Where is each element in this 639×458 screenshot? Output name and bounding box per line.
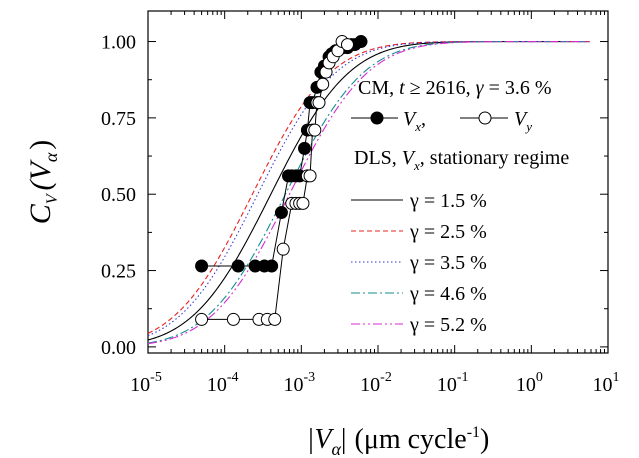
marker-point-vx: [231, 259, 245, 273]
marker-point-vy: [316, 77, 330, 91]
x-tick-label: 101: [593, 370, 620, 396]
legend-vx-marker: [370, 111, 384, 125]
x-tick-label: 10-3: [283, 370, 315, 396]
y-axis-ticks: [148, 41, 608, 348]
legend-header-dls: DLS, Vx, stationary regime: [354, 147, 569, 173]
model-curve: [147, 40, 590, 345]
marker-point-vx: [298, 141, 312, 155]
y-tick-label: 0.00: [101, 337, 136, 359]
x-tick-labels: 10-5 10-4 10-3 10-2 10-1 100 101: [130, 370, 619, 396]
legend-series: γ = 1.5 % γ = 2.5 % γ = 3.5 % γ = 4.6 % γ = …: [351, 190, 487, 336]
legend-vy-marker: [478, 111, 492, 125]
legend-markers-row: Vx, Vy: [351, 108, 532, 134]
x-tick-label: 10-5: [130, 370, 162, 396]
x-tick-label: 100: [516, 370, 543, 396]
legend-series-label: γ = 2.5 %: [409, 221, 487, 243]
marker-point-vy: [276, 242, 290, 256]
legend-vx-label: Vx,: [403, 108, 426, 134]
marker-point-vy: [195, 312, 209, 326]
marker-point-vy: [312, 96, 326, 110]
legend: CM, t ≥ 2616, γ = 3.6 % Vx, Vy DLS, Vx, …: [351, 77, 569, 336]
marker-point-vx: [265, 259, 279, 273]
marker-connector-vx: [201, 41, 362, 267]
y-tick-label: 1.00: [101, 32, 136, 54]
marker-point-vy: [303, 169, 317, 183]
legend-series-label: γ = 3.5 %: [409, 252, 487, 274]
marker-point-vy: [296, 196, 310, 210]
plot-area: [147, 10, 609, 354]
x-tick-label: 10-1: [437, 370, 469, 396]
marker-connectors: [201, 40, 362, 320]
y-tick-labels: 0.00 0.25 0.50 0.75 1.00: [101, 32, 136, 359]
marker-points: [195, 35, 368, 326]
marker-point-vx: [354, 35, 368, 49]
plot-frame: [147, 10, 609, 354]
marker-point-vy: [308, 123, 322, 137]
marker-point-vx: [195, 259, 209, 273]
legend-header-cm: CM, t ≥ 2616, γ = 3.6 %: [358, 77, 552, 99]
y-tick-label: 0.75: [101, 108, 136, 130]
model-curve: [147, 40, 590, 344]
legend-series-label: γ = 1.5 %: [409, 190, 487, 212]
y-tick-label: 0.25: [101, 261, 136, 283]
x-axis-label: |Vα| (μm cycle-1): [307, 424, 490, 458]
x-axis-ticks: [147, 11, 609, 353]
legend-series-label: γ = 5.2 %: [409, 314, 487, 336]
marker-point-vy: [268, 312, 282, 326]
legend-series-label: γ = 4.6 %: [409, 283, 487, 305]
model-curves: [147, 40, 590, 345]
marker-point-vy: [340, 38, 354, 52]
marker-point-vx: [274, 206, 288, 220]
x-tick-label: 10-2: [360, 370, 392, 396]
marker-point-vy: [226, 312, 240, 326]
y-tick-label: 0.50: [101, 184, 136, 206]
legend-vy-label: Vy: [514, 108, 532, 134]
x-tick-label: 10-4: [207, 370, 239, 396]
y-axis-label: CV(Vα): [24, 140, 61, 225]
